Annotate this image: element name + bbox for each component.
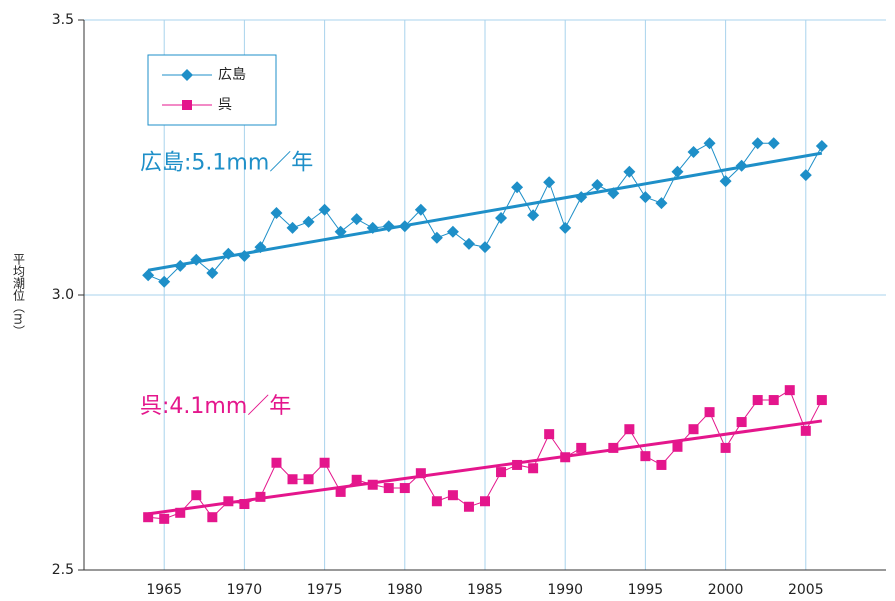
data-point	[415, 468, 426, 479]
data-point	[559, 221, 572, 234]
data-point	[736, 417, 747, 428]
data-point	[688, 424, 699, 435]
x-tick-label: 1965	[146, 582, 182, 598]
data-point	[639, 191, 652, 204]
data-point	[206, 267, 219, 279]
data-point	[784, 385, 795, 396]
x-tick-label: 1980	[387, 582, 423, 598]
data-point	[239, 499, 250, 509]
data-point	[719, 175, 732, 188]
data-point	[512, 459, 523, 470]
annotation: 呉:4.1mm／年	[140, 394, 291, 419]
data-point	[302, 215, 315, 228]
annotation: 広島:5.1mm／年	[140, 150, 313, 175]
data-point	[656, 459, 667, 470]
data-point	[270, 207, 283, 220]
data-point	[303, 474, 314, 485]
data-point	[143, 512, 154, 523]
y-tick-label: 3.0	[52, 287, 74, 303]
data-point	[527, 209, 540, 222]
data-point	[319, 457, 330, 468]
data-point	[623, 165, 636, 178]
data-point	[528, 463, 539, 474]
data-point	[351, 474, 362, 485]
y-tick-label: 2.5	[52, 562, 74, 578]
data-point	[624, 424, 635, 435]
data-point	[511, 181, 524, 194]
data-point	[496, 467, 507, 478]
data-point	[655, 197, 668, 210]
data-point	[286, 221, 299, 234]
y-axis-label: 平均潮位（m）	[12, 253, 26, 337]
x-tick-label: 2000	[708, 582, 744, 598]
data-point	[158, 275, 171, 288]
data-point	[350, 213, 363, 226]
data-point	[223, 496, 234, 507]
data-point	[800, 425, 811, 436]
legend-marker	[181, 69, 193, 81]
x-tick-label: 1970	[227, 582, 263, 598]
data-point	[479, 241, 491, 254]
x-tick-label: 1975	[307, 582, 343, 598]
data-point	[752, 395, 763, 406]
data-point	[720, 442, 731, 453]
data-point	[287, 474, 298, 485]
data-point	[271, 457, 282, 468]
data-point	[704, 407, 715, 418]
x-tick-label: 1985	[467, 582, 503, 598]
legend-marker	[182, 100, 192, 110]
legend-label: 広島	[218, 67, 246, 83]
data-point	[207, 512, 218, 523]
trend-line	[147, 419, 823, 516]
y-tick-label: 3.5	[52, 12, 74, 28]
data-point	[191, 490, 202, 501]
x-tick-label: 1990	[547, 582, 583, 598]
data-point	[462, 237, 475, 250]
data-point	[430, 231, 443, 244]
data-point	[815, 139, 828, 152]
data-point	[142, 269, 155, 282]
data-point	[576, 442, 587, 453]
data-point	[544, 429, 555, 440]
x-tick-label: 1995	[628, 582, 664, 598]
data-point	[399, 483, 410, 494]
data-point	[318, 203, 331, 216]
data-point	[159, 513, 170, 524]
legend	[147, 54, 277, 126]
data-point	[768, 395, 779, 406]
legend-label: 呉	[218, 97, 232, 113]
data-point	[703, 137, 716, 150]
data-point	[431, 496, 442, 507]
data-point	[687, 146, 700, 158]
data-point	[480, 496, 490, 507]
data-point	[383, 483, 394, 494]
data-point	[335, 486, 346, 497]
data-point	[672, 441, 683, 452]
data-point	[543, 176, 556, 189]
data-point	[640, 451, 651, 462]
data-point	[175, 507, 186, 518]
data-point	[608, 442, 619, 453]
data-point	[495, 212, 508, 224]
data-point	[446, 225, 459, 238]
data-point	[367, 479, 378, 490]
data-point	[591, 179, 604, 191]
data-point	[767, 137, 780, 150]
data-point	[671, 165, 684, 178]
data-point	[447, 490, 458, 501]
data-point	[751, 137, 764, 150]
data-point	[463, 501, 474, 512]
data-point	[414, 203, 427, 216]
trend-line	[147, 151, 823, 272]
data-point	[799, 169, 812, 182]
data-point	[816, 395, 827, 406]
x-tick-label: 2005	[788, 582, 824, 598]
data-point	[255, 491, 266, 502]
